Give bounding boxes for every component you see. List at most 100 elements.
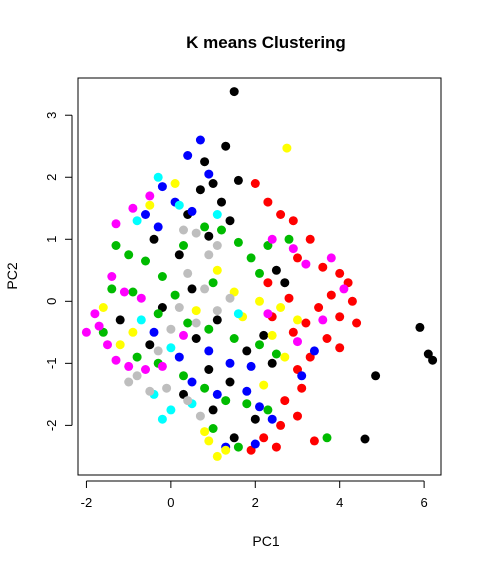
data-point [301,259,311,269]
data-point [145,386,155,396]
data-point [229,87,239,97]
x-tick-label: 4 [336,495,343,510]
data-point [212,306,222,316]
data-point [267,330,277,340]
data-point [200,427,210,437]
data-point [170,179,180,188]
y-tick-label: 2 [44,174,59,181]
data-point [153,309,163,319]
x-tick-label: 2 [252,495,259,510]
data-point [271,265,281,275]
data-point [212,451,222,461]
data-point [183,396,193,406]
data-point [297,371,307,381]
data-point [103,340,112,350]
data-point [318,262,328,272]
data-point [179,225,188,235]
data-point [179,241,188,250]
data-point [221,141,231,151]
data-point [132,352,142,362]
data-point [259,380,269,390]
data-point [360,434,370,444]
data-point [157,414,167,424]
data-point [183,151,193,160]
data-point [288,216,298,226]
data-point [250,439,260,449]
data-point [212,265,222,275]
data-point [195,185,205,195]
data-point [111,241,121,250]
data-point [200,157,210,167]
data-point [149,327,159,337]
data-point [242,346,252,356]
data-point [204,365,214,374]
data-point [255,268,264,278]
data-point [255,340,264,350]
data-point [280,352,290,362]
data-point [267,358,277,368]
y-tick-label: -2 [44,420,59,432]
data-point [187,284,197,294]
data-point [136,315,146,325]
data-point [335,268,345,278]
data-point [141,210,150,219]
data-point [204,231,214,241]
data-point [225,216,235,226]
data-point [124,250,134,260]
data-point [255,402,264,412]
data-point [183,318,193,328]
data-point [145,340,155,350]
data-point [288,327,298,337]
data-point [191,228,201,238]
data-point [128,203,138,213]
data-point [128,327,138,337]
y-tick-label: -1 [44,358,59,370]
data-point [259,433,269,443]
data-point [339,284,349,294]
data-point [204,169,214,179]
data-point [250,414,260,424]
data-point [170,290,180,300]
data-point [149,234,159,244]
data-point [208,278,218,288]
data-point [204,436,214,446]
data-point [162,383,172,393]
data-point [119,287,129,297]
data-point [250,179,260,188]
data-point [280,278,290,288]
data-point [326,253,336,263]
data-point [263,309,273,319]
data-point [282,143,292,153]
data-point [94,321,104,331]
data-point [233,237,243,247]
data-point [174,200,184,210]
data-point [107,284,117,294]
x-tick-label: 0 [167,495,174,510]
data-points [81,87,438,461]
x-axis-label: PC1 [252,533,279,549]
data-point [225,358,235,368]
data-point [141,256,150,266]
data-point [428,355,438,365]
y-axis: -2 -1 0 1 2 3 [44,112,73,432]
data-point [166,343,176,353]
data-point [276,420,286,430]
data-point [153,346,163,356]
data-point [132,371,142,381]
data-point [212,315,222,325]
data-point [157,361,167,371]
data-point [157,182,167,192]
data-point [187,206,197,216]
data-point [111,219,121,229]
data-point [153,222,163,232]
chart-title: K means Clustering [186,33,346,52]
data-point [221,445,231,455]
data-point [145,200,155,210]
data-point [115,340,125,350]
data-point [371,371,381,381]
data-point [352,318,362,328]
data-point [322,433,332,443]
data-point [259,330,269,340]
data-point [212,389,222,399]
data-point [246,361,256,371]
